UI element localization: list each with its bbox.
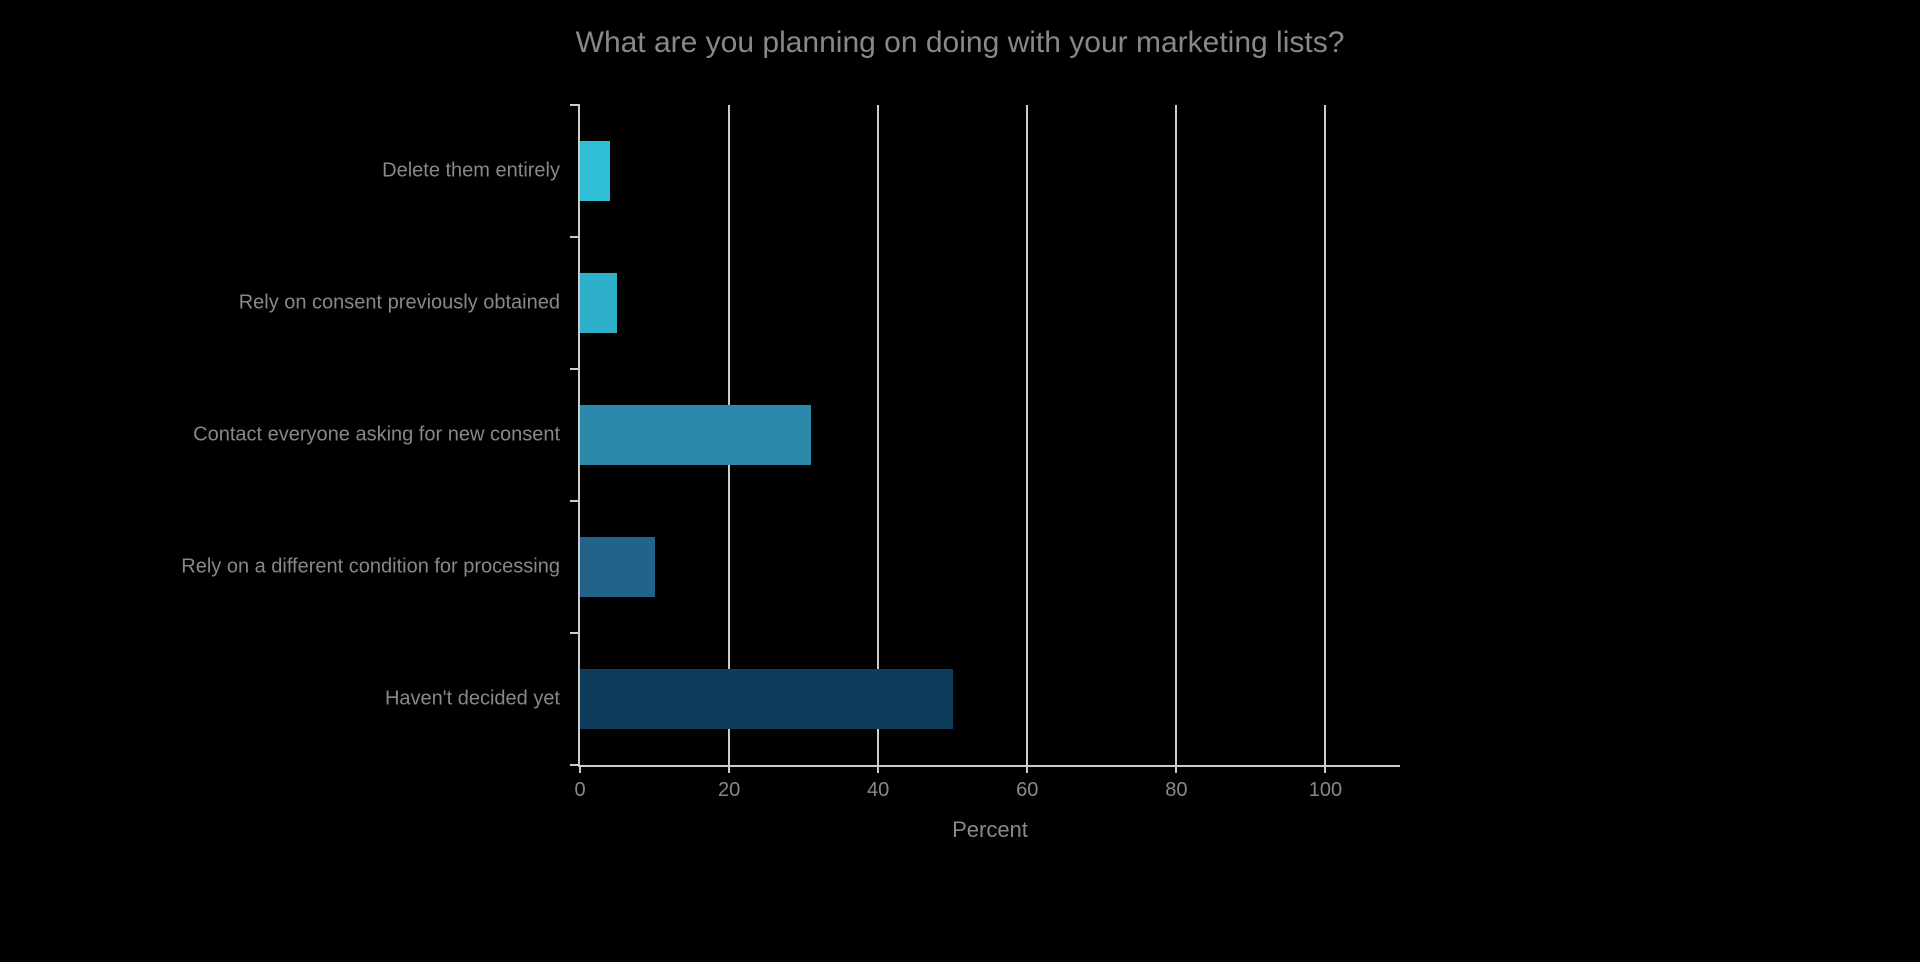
bar: [580, 669, 953, 728]
bar: [580, 273, 617, 332]
bar: [580, 141, 610, 200]
x-tick-label: 0: [574, 779, 585, 802]
x-tick-label: 60: [1016, 779, 1038, 802]
x-tick: [579, 765, 581, 773]
y-category-label: Rely on a different condition for proces…: [140, 555, 560, 580]
y-tick: [570, 764, 580, 766]
x-tick: [1026, 765, 1028, 773]
bar: [580, 537, 655, 596]
gridline: [877, 105, 879, 765]
x-tick: [877, 765, 879, 773]
x-tick-label: 20: [718, 779, 740, 802]
x-tick-label: 40: [867, 779, 889, 802]
gridline: [1175, 105, 1177, 765]
y-tick: [570, 236, 580, 238]
chart-container: What are you planning on doing with your…: [0, 0, 1920, 962]
x-axis-line: [578, 765, 1400, 767]
y-category-label: Contact everyone asking for new consent: [140, 423, 560, 448]
y-category-label: Delete them entirely: [140, 159, 560, 184]
gridline: [1324, 105, 1326, 765]
plot-area: Percent 020406080100Delete them entirely…: [580, 105, 1400, 765]
chart-title: What are you planning on doing with your…: [0, 26, 1920, 60]
y-tick: [570, 632, 580, 634]
x-tick-label: 80: [1165, 779, 1187, 802]
y-category-label: Haven't decided yet: [140, 687, 560, 712]
gridline: [1026, 105, 1028, 765]
y-category-label: Rely on consent previously obtained: [140, 291, 560, 316]
bar: [580, 405, 811, 464]
x-tick-label: 100: [1309, 779, 1342, 802]
y-tick: [570, 368, 580, 370]
y-tick: [570, 104, 580, 106]
x-axis-title: Percent: [952, 817, 1028, 843]
x-tick: [1324, 765, 1326, 773]
y-tick: [570, 500, 580, 502]
x-tick: [728, 765, 730, 773]
x-tick: [1175, 765, 1177, 773]
